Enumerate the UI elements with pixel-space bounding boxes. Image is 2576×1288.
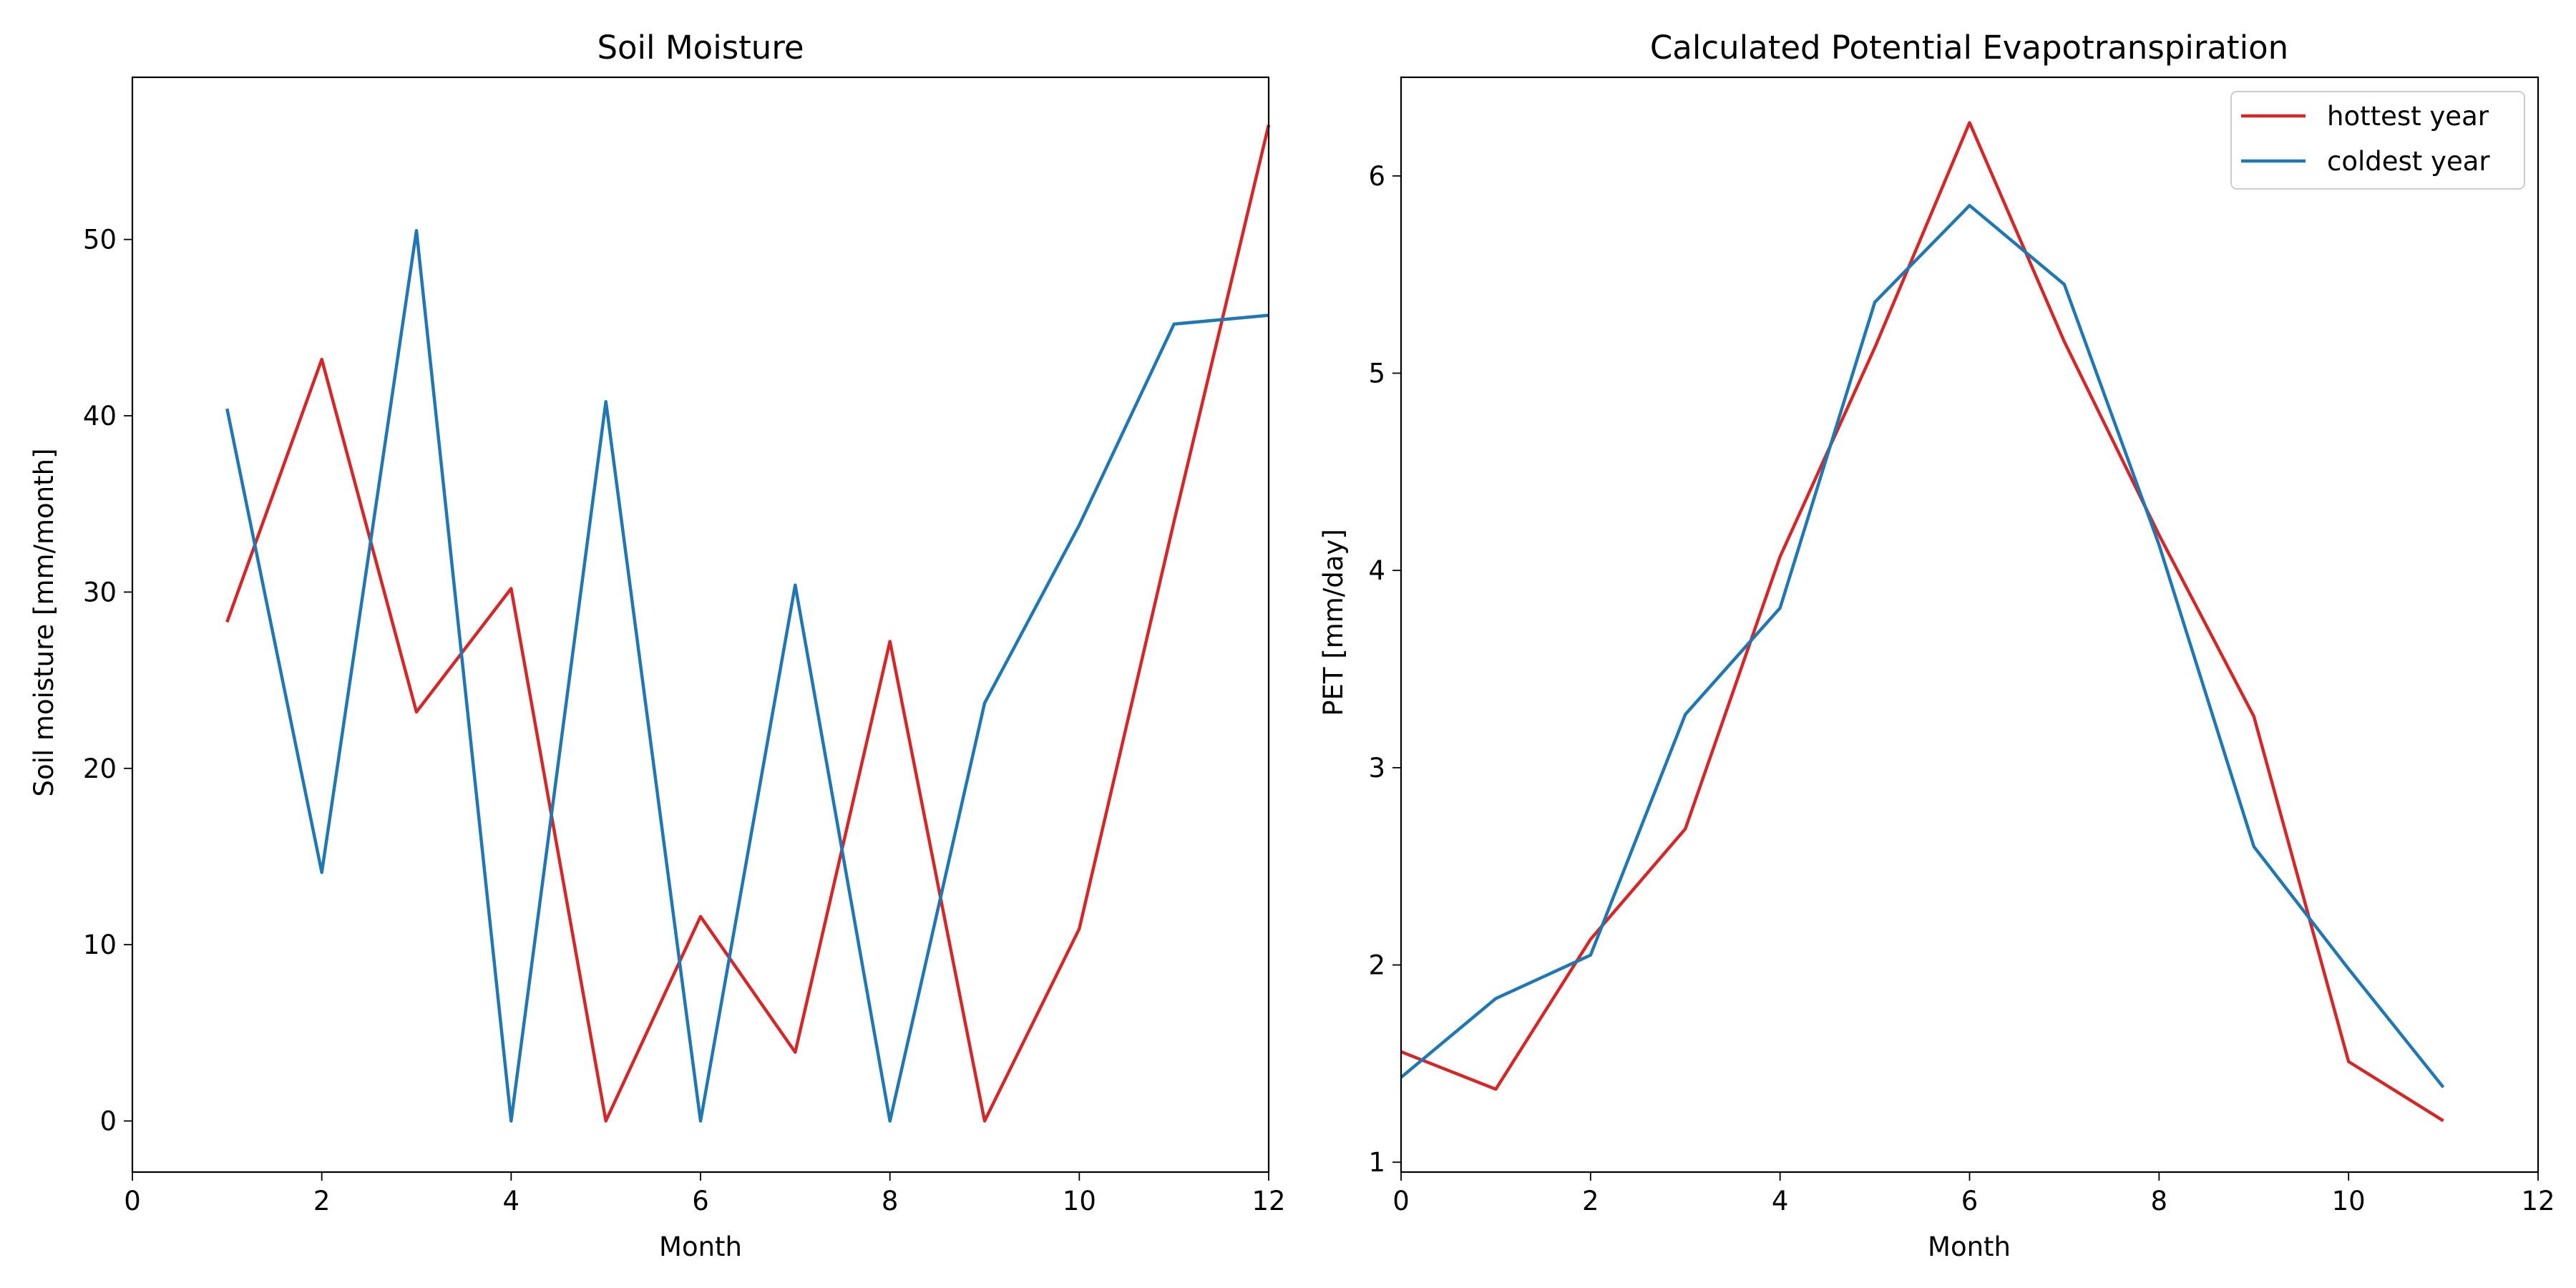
- x-axis-label: Month: [1928, 1231, 2011, 1262]
- legend-label-hottest: hottest year: [2327, 101, 2489, 132]
- y-tick-label: 4: [1368, 555, 1385, 586]
- y-tick-label: 20: [83, 753, 117, 784]
- y-tick-label: 10: [83, 930, 117, 960]
- y-tick-label: 5: [1368, 358, 1385, 389]
- series-line-hottest: [1400, 121, 2444, 1123]
- x-tick-label: 2: [313, 1186, 331, 1216]
- plot-lines: [1400, 121, 2445, 1123]
- y-tick-label: 1: [1368, 1147, 1385, 1178]
- plot-lines: [225, 124, 1271, 1123]
- y-tick-label: 6: [1368, 161, 1385, 192]
- x-tick-label: 12: [2521, 1186, 2555, 1216]
- plot-area-frame: [131, 76, 1270, 1174]
- x-tick-label: 10: [2332, 1186, 2366, 1216]
- x-tick-label: 4: [1772, 1186, 1789, 1216]
- x-tick-label: 6: [1961, 1186, 1979, 1216]
- x-tick-label: 12: [1252, 1186, 1285, 1216]
- legend-label-coldest: coldest year: [2327, 146, 2490, 177]
- series-line-hottest: [225, 124, 1271, 1123]
- x-tick-label: 0: [1392, 1186, 1410, 1216]
- y-tick-label: 3: [1368, 753, 1385, 784]
- chart-title: Calculated Potential Evapotranspiration: [1650, 29, 2288, 67]
- y-axis-label: PET [mm/day]: [1318, 529, 1349, 716]
- y-tick-label: 2: [1368, 950, 1385, 981]
- plot-area-frame: [1400, 76, 2540, 1174]
- x-axis-label: Month: [659, 1231, 742, 1262]
- x-tick-label: 8: [2151, 1186, 2168, 1216]
- chart-title: Soil Moisture: [597, 29, 804, 67]
- y-tick-label: 30: [83, 577, 117, 608]
- series-line-coldest: [1400, 203, 2445, 1088]
- legend: hottest year coldest year: [2230, 91, 2525, 190]
- pet-panel: Calculated Potential Evapotranspiration …: [1318, 29, 2555, 1262]
- x-tick-label: 0: [124, 1186, 141, 1216]
- y-tick-label: 50: [83, 225, 117, 255]
- x-tick-label: 2: [1582, 1186, 1599, 1216]
- x-tick-label: 4: [503, 1186, 520, 1216]
- y-axis-label: Soil moisture [mm/month]: [29, 448, 59, 796]
- y-tick-label: 0: [99, 1106, 117, 1137]
- axis-ticks: 0 2 4 6 8 10 12 0 10 20 30 40 50: [83, 225, 1286, 1216]
- soil-moisture-panel: Soil Moisture Month Soil moisture [mm/mo…: [29, 29, 1286, 1262]
- y-tick-label: 40: [83, 401, 117, 431]
- x-tick-label: 8: [882, 1186, 899, 1216]
- x-tick-label: 10: [1063, 1186, 1096, 1216]
- x-tick-label: 6: [692, 1186, 709, 1216]
- series-line-coldest: [225, 229, 1269, 1123]
